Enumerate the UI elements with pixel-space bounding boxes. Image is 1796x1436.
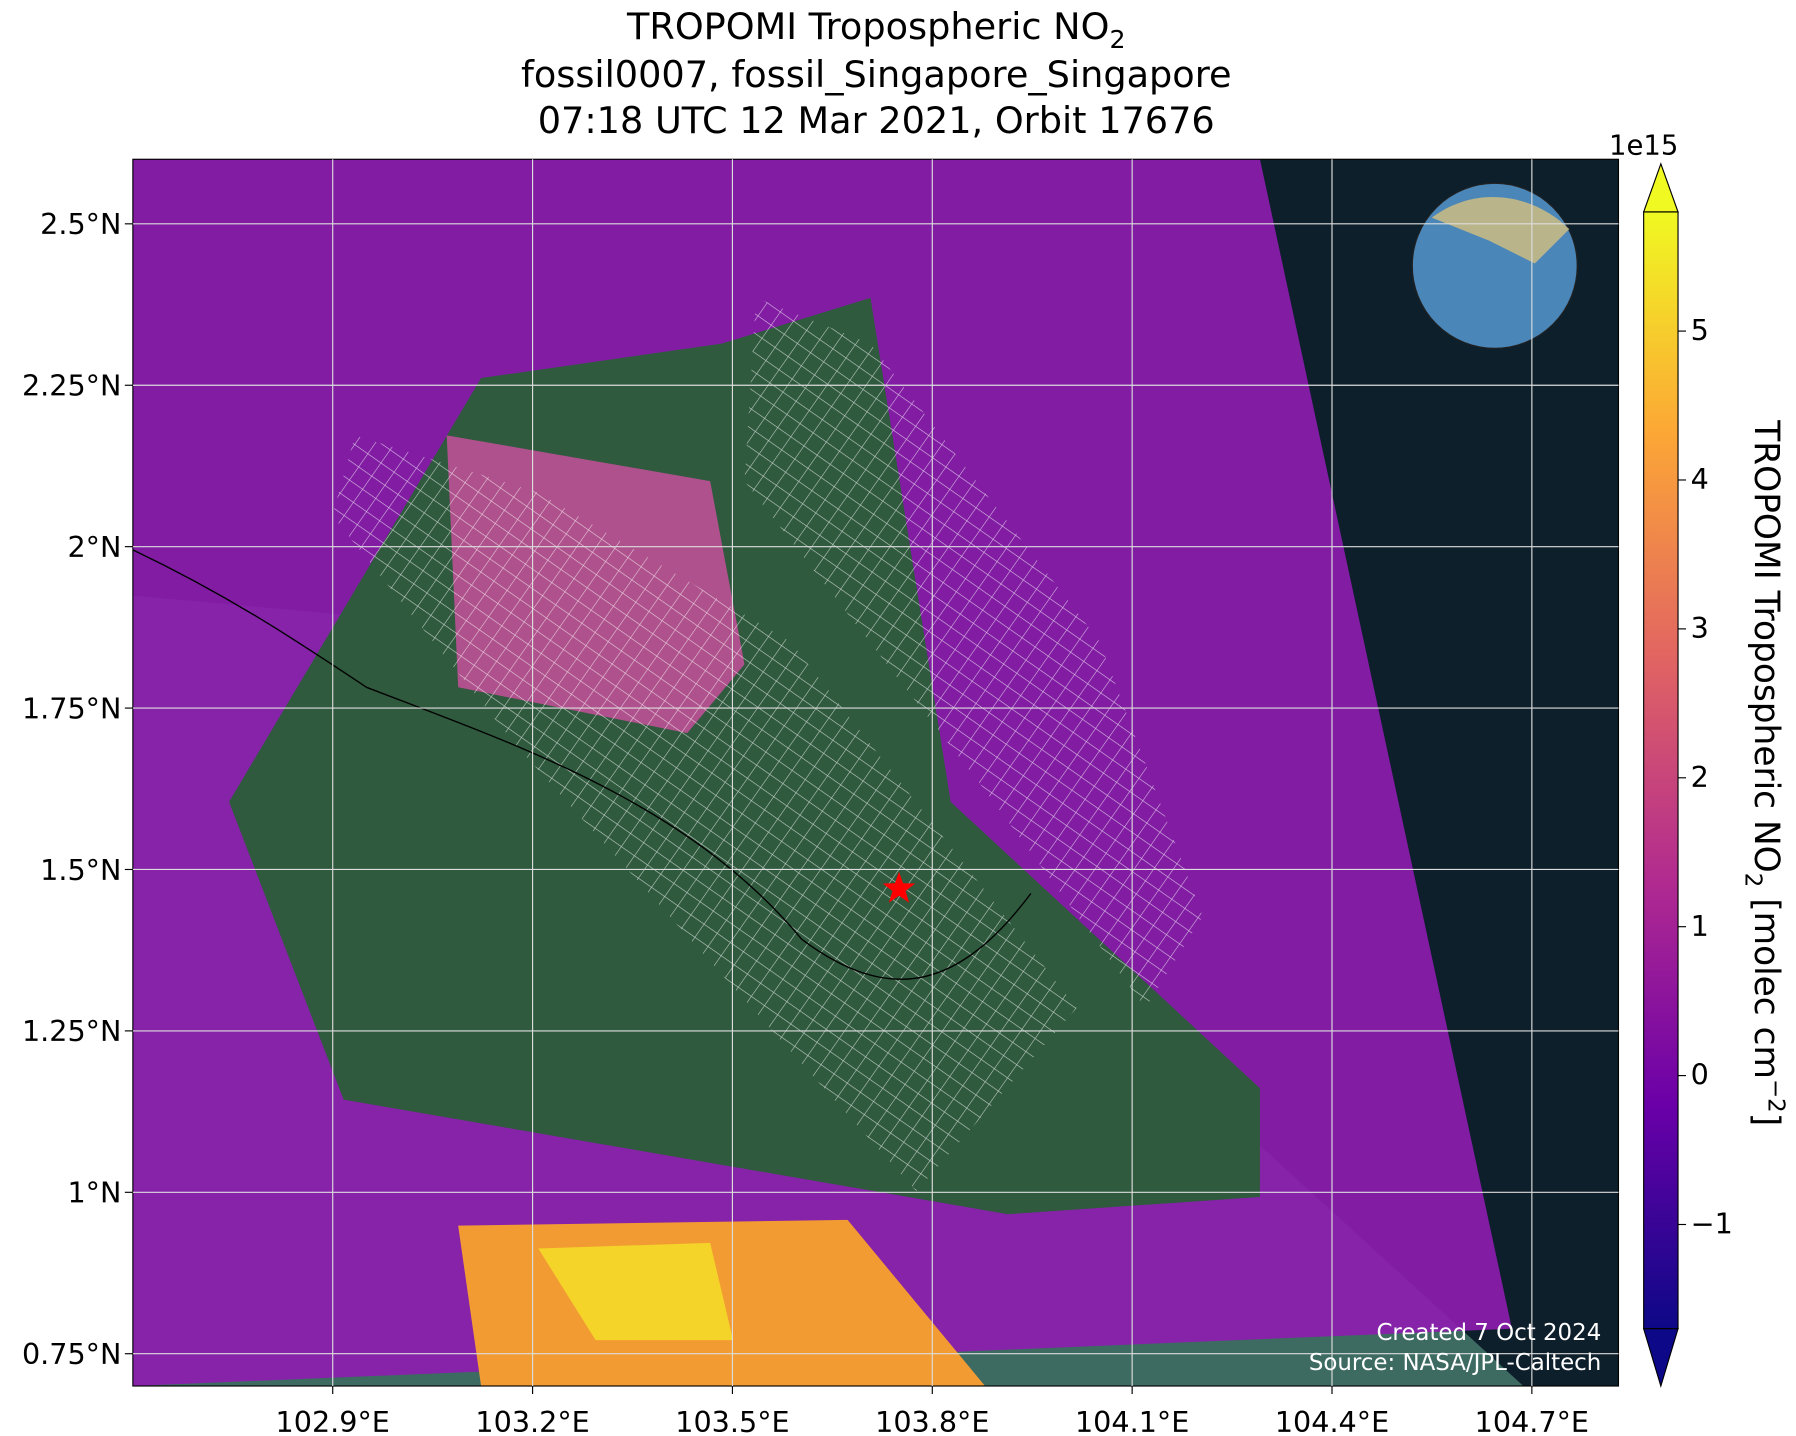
y-tick-label: 1°N: [67, 1176, 121, 1210]
y-tick-label: 1.5°N: [40, 853, 121, 887]
title-line: 07:18 UTC 12 Mar 2021, Orbit 17676: [538, 99, 1215, 142]
x-tick-label: 104.1°E: [1075, 1405, 1189, 1436]
colorbar-tick-label: 2: [1691, 760, 1709, 794]
tick-labels: 102.9°E 103.2°E 103.5°E 103.8°E 104.1°E 104.4…: [22, 207, 1589, 1436]
x-tick-label: 103.5°E: [675, 1405, 789, 1436]
x-tick-label: 103.8°E: [875, 1405, 989, 1436]
annotation: Created 7 Oct 2024: [1376, 1320, 1601, 1346]
target-mode-grid: [332, 435, 1077, 1192]
site-marker: [882, 871, 916, 903]
colorbar: [1643, 211, 1679, 1330]
x-tick-label: 102.9°E: [276, 1405, 390, 1436]
y-tick-label: 1.75°N: [22, 691, 121, 725]
colorbar-tick-label: 4: [1691, 462, 1709, 496]
x-tick-label: 104.7°E: [1475, 1405, 1589, 1436]
x-tick-label: 103.2°E: [475, 1405, 589, 1436]
y-tick-label: 2°N: [67, 530, 121, 564]
map-frame: [132, 158, 1620, 1387]
map-imagery: [132, 159, 1619, 1387]
annotation: Source: NASA/JPL-Caltech: [1309, 1350, 1601, 1376]
colorbar-label: TROPOMI Tropospheric NO2 [molec cm−2]: [1740, 419, 1789, 1126]
colorbar-offset: 1e15: [1609, 130, 1678, 162]
x-tick-label: 104.4°E: [1275, 1405, 1389, 1436]
title-line: fossil0007, fossil_Singapore_Singapore: [521, 53, 1232, 96]
y-tick-label: 2.25°N: [22, 369, 121, 403]
grid: [124, 159, 1619, 1395]
title-line: TROPOMI Tropospheric NO2: [626, 5, 1125, 54]
colorbar-tick-label: 5: [1691, 313, 1709, 347]
colorbar-tick-label: 1: [1691, 909, 1709, 943]
colorbar-extend: [1642, 162, 1679, 213]
colorbar-tick-label: 0: [1691, 1058, 1709, 1092]
y-tick-label: 2.5°N: [40, 207, 121, 241]
colorbar-tick-label: −1: [1691, 1207, 1733, 1241]
inset-land: [1431, 196, 1570, 264]
coastline: [132, 549, 1032, 980]
target-mode-grid: [744, 297, 1203, 1009]
y-tick-label: 1.25°N: [22, 1014, 121, 1048]
high-no2: [538, 1242, 734, 1341]
colorbar-tick-label: 3: [1691, 611, 1709, 645]
colorbar-extend: [1642, 1328, 1679, 1388]
y-tick-label: 0.75°N: [22, 1337, 121, 1371]
